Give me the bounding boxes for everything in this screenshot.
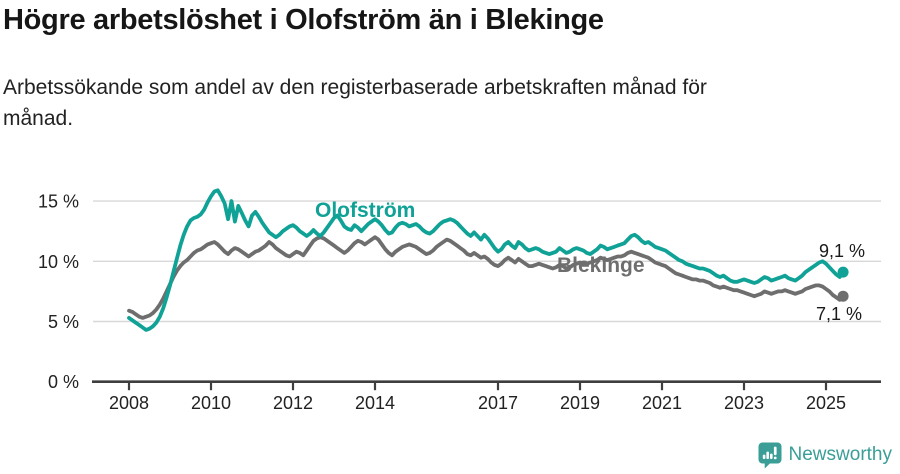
svg-text:2021: 2021 [642,393,682,413]
series-lines [127,188,849,332]
newsworthy-logo-icon [758,442,782,468]
svg-text:2010: 2010 [191,393,231,413]
svg-text:2023: 2023 [724,393,764,413]
end-value-blekinge: 7,1 % [816,304,863,324]
svg-text:2008: 2008 [109,393,149,413]
svg-text:2012: 2012 [273,393,313,413]
svg-text:5 %: 5 % [48,312,79,332]
svg-text:15 %: 15 % [38,192,79,212]
series-label-olofstrom: Olofström [315,199,416,222]
brand-name: Newsworthy [788,444,892,465]
svg-text:2014: 2014 [355,393,395,413]
svg-text:2019: 2019 [560,393,600,413]
x-axis: 2008 2010 2012 2014 2017 2019 2021 2023 2025 [92,380,881,413]
svg-text:2017: 2017 [478,393,518,413]
svg-text:2025: 2025 [806,393,846,413]
chart-title: Högre arbetslöshet i Olofström än i Blek… [3,4,604,36]
gridlines [93,200,881,323]
footer: Newsworthy [758,441,892,469]
end-value-olofstrom: 9,1 % [819,241,866,261]
svg-text:0 %: 0 % [48,372,79,392]
series-label-blekinge: Blekinge [557,254,645,277]
y-axis-labels: 0 % 5 % 10 % 15 % [38,192,79,393]
chart-subtitle: Arbetssökande som andel av den registerb… [3,76,707,130]
svg-text:10 %: 10 % [38,252,79,272]
